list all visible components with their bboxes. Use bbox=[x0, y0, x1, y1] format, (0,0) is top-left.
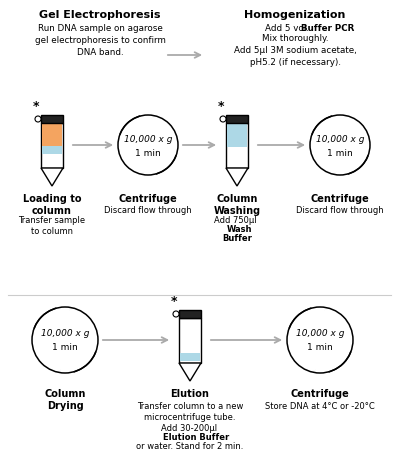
Text: Discard flow through: Discard flow through bbox=[296, 206, 384, 215]
Text: Elution: Elution bbox=[170, 389, 209, 399]
Text: Centrifuge: Centrifuge bbox=[119, 194, 178, 204]
Text: 1 min: 1 min bbox=[307, 344, 333, 352]
Text: Transfer column to a new
microcentrifuge tube.: Transfer column to a new microcentrifuge… bbox=[137, 402, 243, 422]
Text: Centrifuge: Centrifuge bbox=[290, 389, 350, 399]
Text: Loading to
column: Loading to column bbox=[23, 194, 81, 217]
Text: Homogenization: Homogenization bbox=[244, 10, 346, 20]
Text: .: . bbox=[343, 24, 346, 33]
Text: Column
Drying: Column Drying bbox=[44, 389, 86, 411]
Text: or water. Stand for 2 min.: or water. Stand for 2 min. bbox=[136, 442, 244, 451]
Text: 1 min: 1 min bbox=[52, 344, 78, 352]
Text: Wash: Wash bbox=[227, 225, 253, 234]
Circle shape bbox=[173, 311, 179, 317]
Text: Add 750μl: Add 750μl bbox=[214, 216, 260, 225]
Text: 10,000 x g: 10,000 x g bbox=[296, 329, 344, 339]
Circle shape bbox=[220, 116, 226, 122]
Bar bbox=[226, 115, 248, 123]
Bar bbox=[179, 310, 201, 318]
Polygon shape bbox=[226, 168, 248, 186]
Bar bbox=[180, 353, 200, 361]
Bar bbox=[41, 115, 63, 123]
Text: Mix thoroughly.
Add 5μl 3M sodium acetate,
pH5.2 (if necessary).: Mix thoroughly. Add 5μl 3M sodium acetat… bbox=[234, 34, 356, 67]
Bar bbox=[42, 124, 62, 148]
Polygon shape bbox=[41, 168, 63, 186]
Circle shape bbox=[287, 307, 353, 373]
Text: Run DNA sample on agarose
gel electrophoresis to confirm
DNA band.: Run DNA sample on agarose gel electropho… bbox=[35, 24, 166, 57]
Text: 10,000 x g: 10,000 x g bbox=[316, 134, 364, 143]
Text: Elution Buffer: Elution Buffer bbox=[163, 433, 229, 442]
Text: 10,000 x g: 10,000 x g bbox=[124, 134, 172, 143]
Text: Add 30-200μl: Add 30-200μl bbox=[161, 424, 219, 433]
Text: Centrifuge: Centrifuge bbox=[311, 194, 369, 204]
Bar bbox=[41, 123, 63, 168]
Polygon shape bbox=[179, 363, 201, 381]
Text: *: * bbox=[171, 295, 177, 308]
Text: 1 min: 1 min bbox=[327, 149, 353, 158]
Text: Transfer sample
to column: Transfer sample to column bbox=[18, 216, 85, 236]
Bar bbox=[179, 318, 201, 363]
Bar bbox=[226, 123, 248, 168]
Circle shape bbox=[118, 115, 178, 175]
Text: Gel Electrophoresis: Gel Electrophoresis bbox=[39, 10, 161, 20]
Bar bbox=[42, 146, 62, 154]
Text: Add 5 vol.: Add 5 vol. bbox=[265, 24, 312, 33]
Text: 10,000 x g: 10,000 x g bbox=[41, 329, 89, 339]
Bar bbox=[227, 124, 247, 148]
Text: Buffer: Buffer bbox=[222, 234, 252, 243]
Text: Buffer PCR: Buffer PCR bbox=[301, 24, 354, 33]
Text: *: * bbox=[33, 100, 39, 113]
Circle shape bbox=[310, 115, 370, 175]
Text: 1 min: 1 min bbox=[135, 149, 161, 158]
Circle shape bbox=[32, 307, 98, 373]
Text: *: * bbox=[218, 100, 224, 113]
Circle shape bbox=[35, 116, 41, 122]
Text: Discard flow through: Discard flow through bbox=[104, 206, 192, 215]
Text: Column
Washing: Column Washing bbox=[213, 194, 261, 217]
Text: Store DNA at 4°C or -20°C: Store DNA at 4°C or -20°C bbox=[265, 402, 375, 411]
